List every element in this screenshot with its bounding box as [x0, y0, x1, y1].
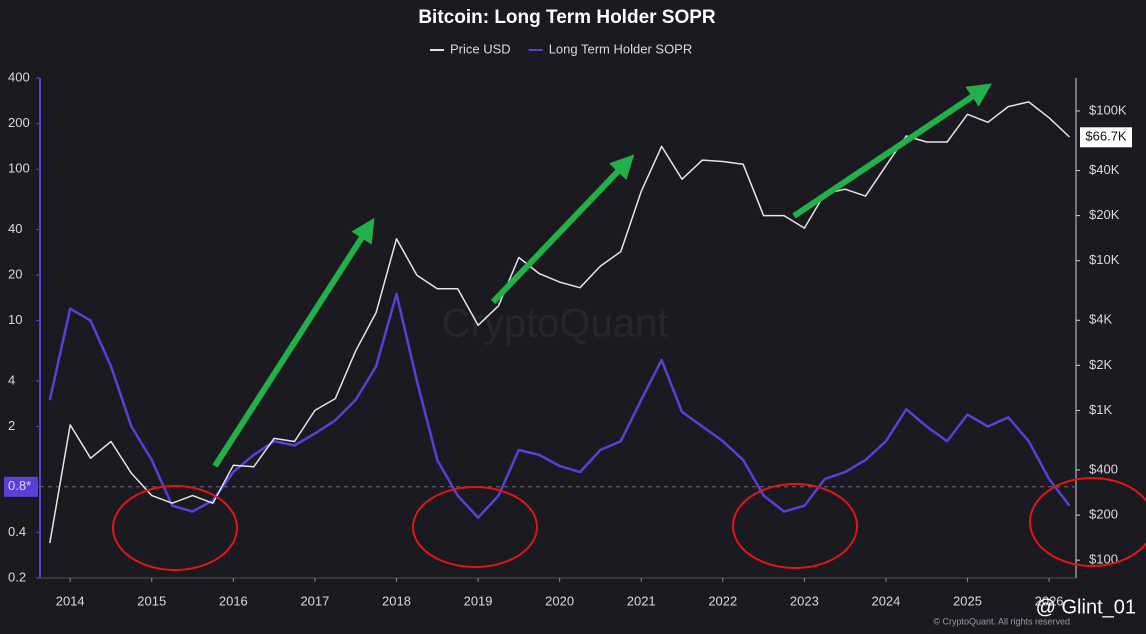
x-tick-label: 2017 [300, 593, 329, 608]
x-tick-label: 2025 [953, 593, 982, 608]
y2-tick-label: $20K [1089, 207, 1120, 222]
watermark: CryptoQuant [442, 302, 669, 346]
legend-label: Long Term Holder SOPR [549, 41, 693, 56]
circle [112, 485, 238, 571]
x-tick-label: 2015 [137, 593, 166, 608]
y-tick-label: 200 [8, 115, 30, 130]
y-tick-label: 100 [8, 161, 30, 176]
circle [1029, 477, 1146, 567]
y2-tick-label: $100K [1089, 102, 1127, 117]
x-tick-label: 2024 [871, 593, 900, 608]
y2-tick-label: $1K [1089, 402, 1112, 417]
y2-tick-label: $4K [1089, 312, 1112, 327]
arrow [212, 217, 375, 468]
y2-tick-label: $2K [1089, 357, 1112, 372]
x-tick-label: 2019 [464, 593, 493, 608]
y2-tick-label: $400 [1089, 461, 1118, 476]
chart-title: Bitcoin: Long Term Holder SOPR [418, 7, 716, 28]
price-label-box [1080, 127, 1132, 148]
arrow [792, 83, 992, 219]
x-tick-label: 2022 [708, 593, 737, 608]
x-tick-label: 2026 [1035, 593, 1064, 608]
x-tick-label: 2020 [545, 593, 574, 608]
y-tick-label: 10 [8, 312, 22, 327]
x-tick-label: 2016 [219, 593, 248, 608]
y-tick-label: 20 [8, 267, 22, 282]
circle [732, 483, 858, 569]
x-tick-label: 2018 [382, 593, 411, 608]
y2-tick-label: $40K [1089, 162, 1120, 177]
annotations [212, 83, 992, 468]
y2-tick-label: $10K [1089, 252, 1120, 267]
copyright: © CryptoQuant. All rights reserved [933, 616, 1070, 626]
y-tick-label: 4 [8, 372, 15, 387]
y-tick-label: 0.8* [8, 478, 31, 493]
price-label: $66.7K [1085, 129, 1127, 144]
x-tick-label: 2014 [56, 593, 85, 608]
circles [112, 477, 1146, 571]
circle [412, 486, 538, 568]
y2-tick-label: $100 [1089, 552, 1118, 567]
x-tick-label: 2023 [790, 593, 819, 608]
tick-highlight [4, 476, 38, 497]
x-tick-label: 2021 [627, 593, 656, 608]
y-tick-label: 0.4 [8, 524, 26, 539]
plot-area: 0.2 0.4 0.8* 2 4 10 20 40 100 200 400 $100 $200 $400 $… [4, 41, 1132, 608]
arrow [490, 154, 635, 305]
y-tick-label: 40 [8, 221, 22, 236]
y-tick-label: 400 [8, 69, 30, 84]
y-tick-label: 0.2 [8, 569, 26, 584]
credit: @ Glint_01 [1036, 596, 1136, 618]
legend-label: Price USD [450, 41, 511, 56]
y-tick-label: 2 [8, 418, 15, 433]
y2-tick-label: $200 [1089, 507, 1118, 522]
